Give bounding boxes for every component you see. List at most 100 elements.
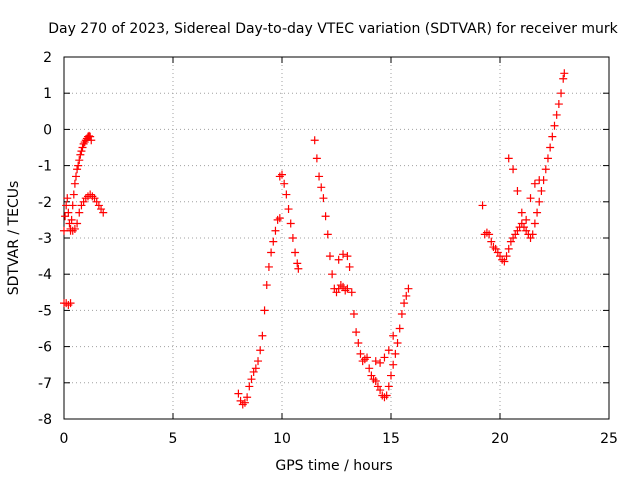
data-point xyxy=(94,201,103,210)
data-point xyxy=(506,237,515,246)
data-point xyxy=(78,143,87,152)
series-seg-10-11 xyxy=(275,170,303,273)
data-point xyxy=(389,360,398,369)
x-tick-label: 5 xyxy=(169,431,178,447)
data-point xyxy=(323,230,332,239)
data-point xyxy=(535,176,544,185)
y-tick-label: 1 xyxy=(43,86,52,102)
y-tick-label: -5 xyxy=(38,303,52,319)
data-point xyxy=(243,393,252,402)
x-tick-label: 10 xyxy=(273,431,291,447)
data-point xyxy=(489,243,498,252)
data-point xyxy=(260,306,269,315)
x-tick-label: 15 xyxy=(382,431,400,447)
data-point xyxy=(485,230,494,239)
data-point xyxy=(236,396,245,405)
data-point xyxy=(286,219,295,228)
data-point xyxy=(92,197,101,206)
data-point xyxy=(554,100,563,109)
data-point xyxy=(86,190,95,199)
data-point xyxy=(325,252,334,261)
data-point xyxy=(511,230,520,239)
data-point xyxy=(319,194,328,203)
data-point xyxy=(352,328,361,337)
data-point xyxy=(321,212,330,221)
data-point xyxy=(376,358,385,367)
data-point xyxy=(79,197,88,206)
data-point xyxy=(517,219,526,228)
data-point xyxy=(395,324,404,333)
data-point xyxy=(87,136,96,145)
y-tick-labels: -8 -7 -6 -5 -4 -3 -2 -1 0 1 2 xyxy=(38,50,52,428)
data-point xyxy=(75,156,84,165)
data-point xyxy=(369,375,378,384)
data-point xyxy=(99,208,108,217)
axis-ticks xyxy=(63,56,610,420)
data-point xyxy=(546,143,555,152)
data-point xyxy=(376,386,385,395)
data-point xyxy=(315,172,324,181)
data-point xyxy=(247,375,256,384)
series-seg-8-10 xyxy=(234,214,284,409)
data-point xyxy=(264,262,273,271)
x-tick-label: 20 xyxy=(491,431,509,447)
data-point xyxy=(332,288,341,297)
data-point xyxy=(380,393,389,402)
data-point xyxy=(391,349,400,358)
data-point xyxy=(522,226,531,235)
data-point xyxy=(68,201,77,210)
data-point xyxy=(245,382,254,391)
data-point xyxy=(256,346,265,355)
y-tick-label: 0 xyxy=(43,122,52,138)
data-markers xyxy=(60,69,569,409)
chart-title: Day 270 of 2023, Sidereal Day-to-day VTE… xyxy=(48,21,618,37)
data-point xyxy=(288,234,297,242)
x-tick-label: 0 xyxy=(60,431,69,447)
data-point xyxy=(559,74,568,83)
data-point xyxy=(343,284,352,293)
data-point xyxy=(504,244,513,253)
data-point xyxy=(533,208,542,217)
data-point xyxy=(86,132,95,141)
data-point xyxy=(343,252,352,261)
x-axis-label: GPS time / hours xyxy=(275,458,392,474)
data-point xyxy=(69,190,78,199)
data-point xyxy=(284,205,293,214)
data-point xyxy=(400,299,409,308)
data-point xyxy=(334,284,343,293)
data-point xyxy=(373,382,382,391)
data-point xyxy=(293,259,302,268)
data-point xyxy=(328,270,337,279)
data-point xyxy=(267,248,276,257)
data-point xyxy=(71,172,80,181)
data-point xyxy=(526,234,535,242)
data-point xyxy=(68,226,77,235)
data-point xyxy=(312,154,321,163)
grid-lines xyxy=(64,57,609,419)
data-point xyxy=(275,214,284,223)
data-point xyxy=(358,357,367,366)
data-point xyxy=(240,398,249,407)
data-point xyxy=(238,400,247,409)
data-point xyxy=(254,357,263,366)
data-point xyxy=(500,257,509,266)
series-seg-11-16 xyxy=(310,136,413,402)
data-point xyxy=(482,228,491,237)
data-point xyxy=(535,197,544,206)
data-point xyxy=(280,179,289,188)
data-point xyxy=(81,194,90,203)
data-point xyxy=(294,264,303,273)
data-point xyxy=(77,147,86,156)
data-point xyxy=(509,234,518,242)
data-point xyxy=(389,331,398,340)
y-tick-label: -8 xyxy=(38,412,52,428)
data-point xyxy=(88,192,97,201)
data-point xyxy=(371,357,380,366)
data-point xyxy=(349,310,358,319)
data-point xyxy=(61,212,70,221)
data-point xyxy=(371,376,380,385)
data-point xyxy=(291,248,300,257)
data-point xyxy=(384,346,393,355)
data-point xyxy=(73,219,82,228)
